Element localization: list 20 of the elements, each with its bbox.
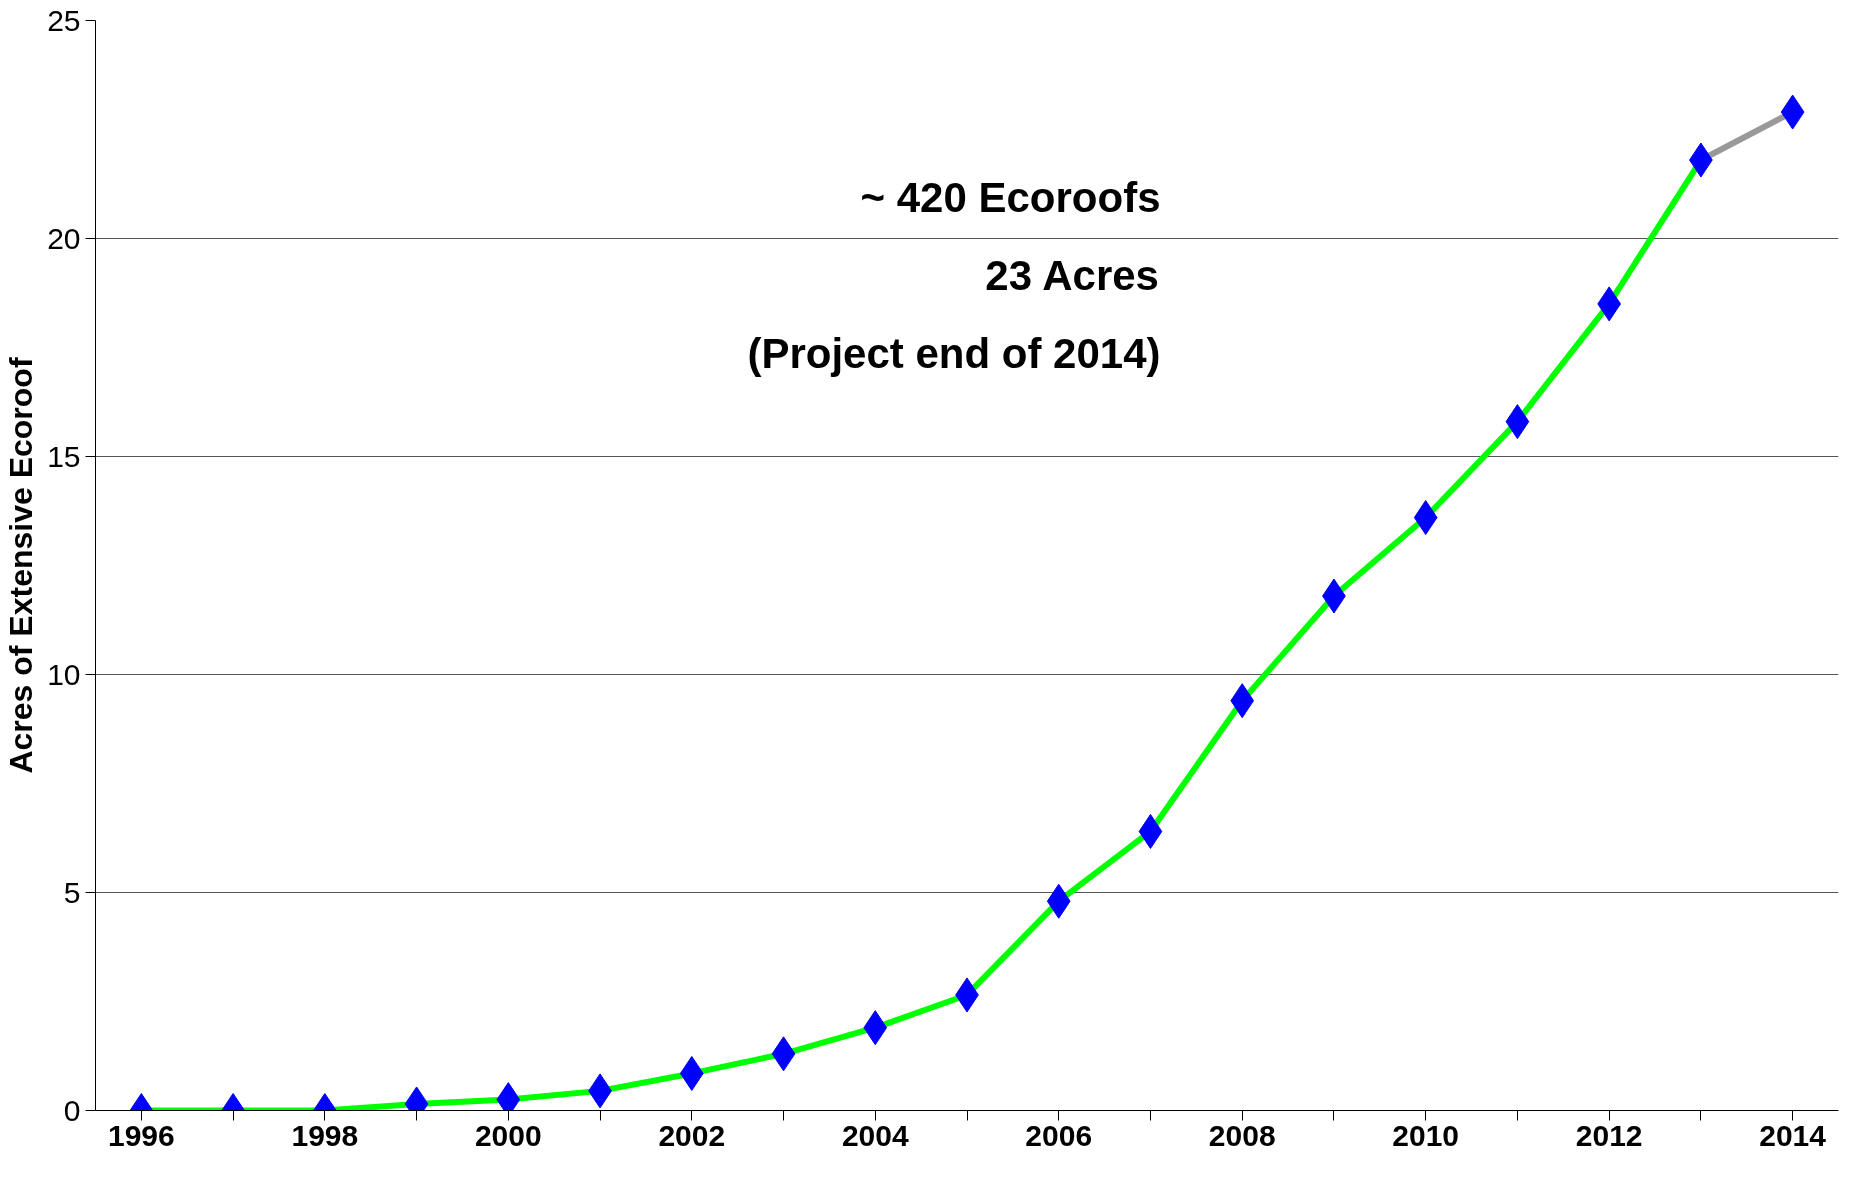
- x-tick-label: 2014: [1759, 1118, 1827, 1152]
- x-tick-label: 2012: [1575, 1118, 1643, 1152]
- x-tick-label: 2006: [1025, 1118, 1093, 1152]
- x-tick-label: 2010: [1392, 1118, 1460, 1152]
- y-tick-label: 15: [47, 439, 81, 473]
- y-tick-label: 0: [63, 1093, 81, 1127]
- y-tick-label: 10: [47, 657, 81, 691]
- y-tick-label: 20: [47, 221, 81, 255]
- annotation: 23 Acres: [985, 251, 1159, 299]
- y-tick-label: 5: [63, 875, 81, 909]
- x-tick-label: 2008: [1208, 1118, 1276, 1152]
- y-tick-label: 25: [47, 3, 81, 37]
- x-tick-label: 1998: [291, 1118, 359, 1152]
- x-tick-label: 2002: [658, 1118, 726, 1152]
- annotation: ~ 420 Ecoroofs: [860, 173, 1161, 221]
- x-tick-label: 2004: [841, 1118, 909, 1152]
- x-tick-label: 2000: [474, 1118, 542, 1152]
- x-tick-label: 1996: [108, 1118, 175, 1152]
- y-axis-title: Acres of Extensive Ecoroof: [3, 357, 40, 774]
- annotation: (Project end of 2014): [747, 329, 1161, 377]
